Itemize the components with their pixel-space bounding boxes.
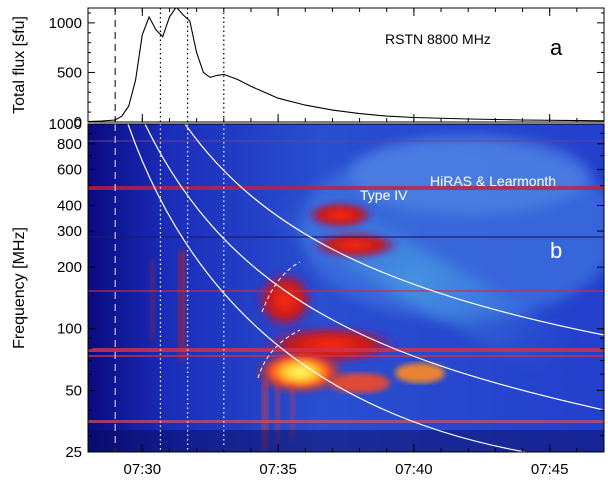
flux-y-tick-label: 500 [57, 64, 82, 81]
flux-panel [88, 8, 604, 122]
flux-y-tick-label: 0 [74, 114, 82, 131]
dashed-arc-lower [257, 329, 301, 379]
flux-y-tick-label: 1000 [49, 15, 82, 32]
time-markers [114, 8, 225, 452]
freq-y-tick-label: 1000 [49, 116, 82, 133]
panel-label-a: a [550, 35, 563, 60]
freq-y-tick-label: 300 [57, 223, 82, 240]
type-iv-annotation: Type IV [360, 187, 408, 203]
freq-y-tick-label: 25 [65, 444, 82, 461]
instrument-annotation: HiRAS & Learmonth [430, 173, 556, 189]
freq-y-tick-label: 400 [57, 197, 82, 214]
freq-y-tick-label: 50 [65, 382, 82, 399]
panel-label-b: b [550, 238, 562, 263]
flux-y-label: Total flux [sfu] [11, 16, 28, 114]
frequency-y-label: Frequency [MHz] [11, 227, 28, 349]
flux-frame [87, 7, 605, 123]
time-x-tick-label: 07:35 [259, 461, 297, 478]
freq-y-tick-label: 200 [57, 259, 82, 276]
flux-y-axis: 0 500 1000 [49, 12, 604, 131]
dashed-arc-upper [261, 261, 301, 313]
freq-y-tick-label: 600 [57, 161, 82, 178]
model-curve-lower [127, 124, 526, 452]
flux-annotation: RSTN 8800 MHz [385, 31, 491, 47]
time-x-tick-label: 07:45 [531, 461, 569, 478]
time-x-tick-label: 07:40 [395, 461, 433, 478]
freq-y-tick-label: 800 [57, 136, 82, 153]
model-curve-mid [184, 124, 604, 336]
spectrogram-heatmap [88, 124, 604, 452]
time-x-tick-label: 07:30 [124, 461, 162, 478]
model-curve-upper [144, 124, 604, 411]
flux-series-line [88, 8, 604, 122]
spectrogram-y-axis: 25 50 100 200 300 400 600 800 1000 [49, 116, 604, 461]
freq-y-tick-label: 100 [57, 321, 82, 338]
spectrogram-frame [87, 123, 605, 453]
time-x-axis: 07:30 07:35 07:40 07:45 [87, 8, 605, 478]
